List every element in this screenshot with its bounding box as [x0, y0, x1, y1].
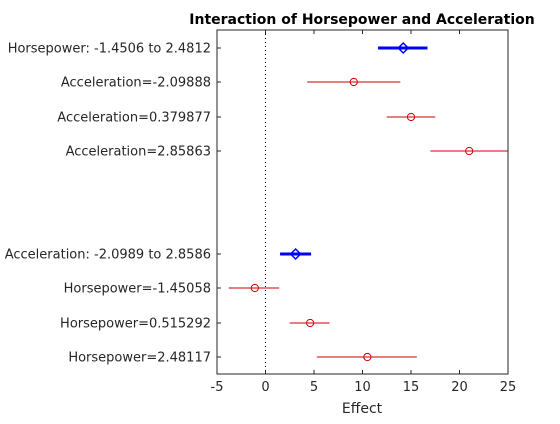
row-label: Acceleration=-2.09888: [61, 76, 211, 91]
conditional-effect-marker: [465, 146, 474, 156]
row-label: Acceleration=2.85863: [66, 145, 211, 160]
x-tick-label: 15: [403, 380, 420, 395]
x-axis-ticks: -5 0 5 10 15 20 25: [211, 30, 517, 395]
conditional-effect-marker: [250, 283, 259, 293]
y-axis-labels: Horsepower: -1.4506 to 2.4812 Acceleratio…: [5, 42, 221, 366]
row-label: Acceleration=0.379877: [57, 111, 211, 126]
main-effect-marker: [289, 247, 302, 261]
row-label: Acceleration: -2.0989 to 2.8586: [5, 248, 211, 263]
x-tick-label: 5: [310, 380, 318, 395]
x-axis-label: Effect: [342, 401, 383, 417]
main-effect-marker: [397, 41, 410, 55]
marks-layer: [228, 41, 508, 362]
conditional-effect-marker: [363, 352, 372, 362]
row-label: Horsepower=0.515292: [60, 317, 211, 332]
row-label: Horsepower=-1.45058: [64, 282, 211, 297]
row-label: Horsepower: -1.4506 to 2.4812: [8, 42, 211, 57]
conditional-effect-marker: [406, 112, 416, 122]
x-tick-label: 25: [500, 380, 517, 395]
x-tick-label: 10: [354, 380, 371, 395]
x-tick-label: 20: [451, 380, 468, 395]
chart-title: Interaction of Horsepower and Accelerati…: [189, 12, 534, 28]
conditional-effect-marker: [306, 318, 315, 328]
row-label: Horsepower=2.48117: [68, 351, 211, 366]
x-tick-label: -5: [211, 380, 224, 395]
x-tick-label: 0: [261, 380, 269, 395]
conditional-effect-marker: [349, 77, 358, 87]
